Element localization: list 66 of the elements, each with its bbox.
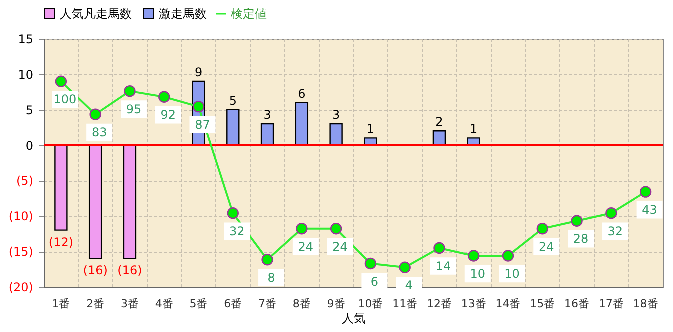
data-label: 83 (92, 126, 108, 140)
data-label: 43 (642, 203, 658, 218)
data-label: 8 (268, 270, 276, 285)
x-tick-label: 5番 (190, 298, 208, 310)
data-label: 9 (194, 66, 203, 80)
bar (88, 144, 102, 260)
data-label: 6 (370, 274, 379, 289)
data-label: 3 (264, 108, 272, 122)
data-label: (16) (118, 264, 142, 278)
data-label: 6 (298, 86, 306, 101)
y-tick-label: 15 (18, 32, 34, 46)
y-tick-label: 10 (18, 68, 34, 82)
bar (54, 144, 68, 231)
bar (295, 102, 309, 146)
bar (123, 144, 137, 260)
data-label: 1 (366, 122, 375, 136)
x-tick-label: 12番 (426, 298, 452, 310)
data-label: (16) (83, 264, 108, 278)
data-label: 100 (54, 92, 77, 107)
x-tick-label: 14番 (496, 298, 521, 310)
data-label: 28 (573, 232, 589, 246)
x-tick-label: 8番 (292, 298, 311, 310)
data-label: 87 (195, 118, 210, 132)
legend-label: 検定値 (231, 7, 267, 21)
x-tick-label: 10番 (358, 298, 384, 310)
bar (260, 123, 274, 146)
data-label: 14 (436, 259, 452, 274)
x-tick-label: 18番 (633, 298, 658, 310)
y-tick-label: (15) (8, 245, 34, 260)
data-label: (12) (48, 235, 74, 250)
bar (226, 109, 240, 146)
x-tick-label: 7番 (258, 298, 277, 310)
x-tick-label: 2番 (86, 298, 105, 310)
data-label: 2 (436, 115, 444, 130)
bar (330, 123, 343, 146)
data-label: 10 (504, 267, 520, 281)
y-tick-label: (20) (8, 280, 34, 294)
data-label: 5 (229, 94, 237, 108)
x-tick-label: 6番 (224, 298, 242, 310)
x-tick-label: 15番 (530, 298, 556, 310)
data-label: 32 (230, 224, 245, 238)
data-label: 24 (298, 240, 314, 254)
y-tick-label: (10) (8, 210, 34, 224)
data-label: 10 (470, 267, 486, 281)
x-tick-label: 9番 (327, 298, 346, 310)
data-label: 92 (160, 108, 176, 122)
x-tick-label: 4番 (155, 298, 174, 310)
data-label: 3 (332, 108, 340, 122)
legend-label: 人気凡走馬数 (60, 7, 132, 21)
x-tick-label: 17番 (598, 298, 624, 310)
data-label: 95 (126, 102, 142, 116)
x-tick-label: 13番 (461, 298, 486, 310)
data-label: 24 (332, 240, 348, 254)
x-tick-label: 3番 (120, 298, 139, 310)
y-tick-label: 5 (26, 103, 34, 118)
data-label: 32 (608, 224, 624, 238)
data-label: 4 (405, 278, 413, 293)
x-tick-label: 1番 (52, 298, 70, 310)
data-label: 24 (539, 240, 554, 254)
y-tick-label: 0 (26, 138, 34, 153)
y-tick-label: (5) (16, 174, 34, 188)
data-label: 1 (470, 122, 478, 136)
x-axis-title: 人気 (342, 312, 366, 326)
legend-label: 激走馬数 (159, 7, 207, 21)
x-tick-label: 16番 (564, 298, 590, 310)
x-tick-label: 11番 (392, 298, 418, 310)
